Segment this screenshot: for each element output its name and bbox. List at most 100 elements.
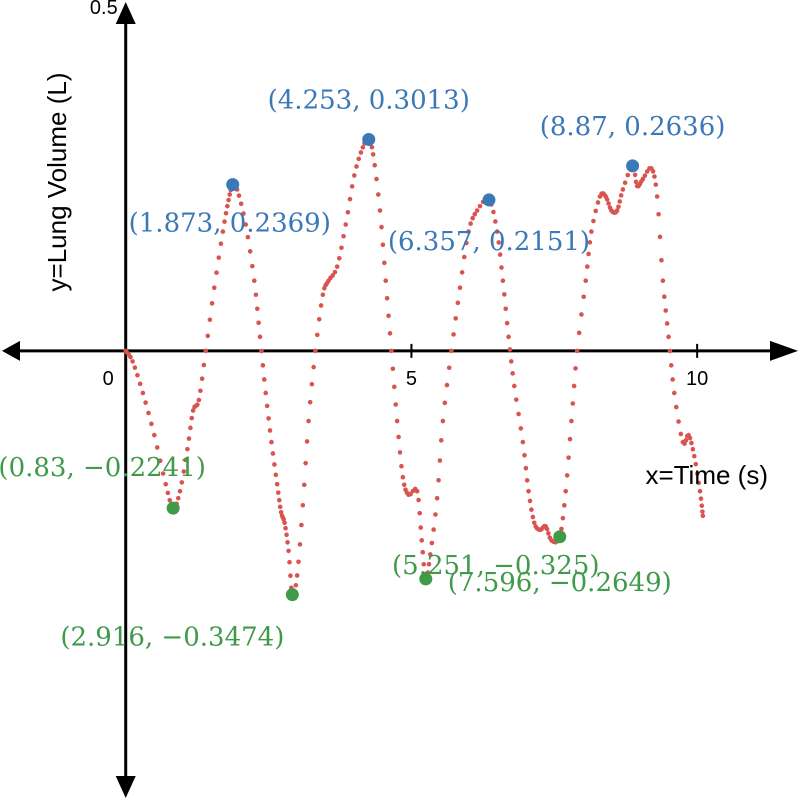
curve-point <box>431 527 436 532</box>
minimum-label: (5.251, −0.325) <box>392 551 599 581</box>
curve-point <box>255 306 260 312</box>
curve-point <box>259 348 264 354</box>
curve-point <box>579 312 584 317</box>
curve-point <box>149 421 154 427</box>
curve-point <box>203 348 209 354</box>
curve-point <box>417 510 423 516</box>
curve-point <box>135 372 140 378</box>
curve-point <box>349 184 355 189</box>
curve-point <box>181 469 187 474</box>
curve-point <box>351 173 357 178</box>
curve-point <box>659 258 664 263</box>
curve-point <box>584 264 590 269</box>
curve-point <box>591 218 596 224</box>
curve-point <box>167 498 173 503</box>
curve-point <box>190 408 196 413</box>
curve-point <box>207 317 213 323</box>
curve-point <box>183 457 188 463</box>
curve-point <box>198 388 203 394</box>
curve-point <box>238 201 244 207</box>
curve-point <box>520 439 526 445</box>
curve-point <box>387 331 393 336</box>
curve-point <box>391 384 397 390</box>
curve-point <box>642 173 648 178</box>
curve-point <box>698 496 704 501</box>
curve-point <box>576 330 582 336</box>
minimum-point <box>419 572 433 586</box>
curve-point <box>474 208 480 213</box>
curve-point <box>236 193 242 198</box>
curve-point <box>464 240 469 246</box>
curve-point <box>491 209 496 215</box>
curve-point <box>318 303 324 308</box>
curve-point <box>581 294 587 300</box>
curve-point <box>676 419 681 424</box>
curve-point <box>276 497 282 503</box>
curve-point <box>690 446 696 452</box>
curve-point <box>393 402 399 407</box>
curve-point <box>511 383 517 389</box>
curve-point <box>223 210 229 216</box>
curve-point <box>477 203 483 209</box>
curve-point <box>664 321 670 326</box>
curve-point <box>274 481 280 487</box>
curve-point <box>370 152 376 157</box>
curve-point <box>334 264 340 269</box>
curve-point <box>251 278 257 284</box>
curve-point <box>195 402 200 407</box>
curve-point <box>562 503 567 508</box>
curve-point <box>503 306 509 312</box>
curve-point <box>257 334 263 340</box>
curve-point <box>494 229 500 234</box>
curve-point <box>241 211 246 216</box>
curve-point <box>595 200 601 205</box>
curve-point <box>696 480 702 486</box>
curve-point <box>461 254 467 260</box>
curve-point <box>137 381 143 387</box>
curve-point <box>339 245 344 251</box>
curve-point <box>420 549 426 555</box>
curve-point <box>438 438 444 443</box>
curve-point <box>277 504 283 510</box>
curve-point <box>507 347 513 352</box>
curve-point <box>434 495 440 501</box>
curve-point <box>330 273 335 278</box>
curve-point <box>449 348 454 354</box>
curve-point <box>446 365 452 371</box>
curve-point <box>376 192 381 197</box>
minimum-point <box>553 530 567 544</box>
curve-point <box>179 480 185 485</box>
curve-point <box>226 197 231 203</box>
curve-point <box>399 463 404 469</box>
curve-point <box>559 526 564 532</box>
curve-point <box>374 176 379 182</box>
curve-point <box>216 255 222 260</box>
curve-point <box>501 292 507 297</box>
curve-point <box>154 445 160 450</box>
curve-point <box>225 203 230 209</box>
curve-point <box>222 219 227 224</box>
y-axis-label: y=Lung Volume (L) <box>42 73 72 292</box>
curve-point <box>640 176 646 182</box>
curve-point <box>205 333 211 339</box>
curve-point <box>269 439 274 445</box>
curve-point <box>663 308 669 313</box>
curve-point <box>427 552 433 557</box>
curve-point <box>546 531 551 536</box>
curve-point <box>160 471 166 476</box>
curve-point <box>394 418 400 424</box>
curve-point <box>320 292 326 298</box>
curve-point <box>300 502 306 508</box>
curve-point <box>633 179 639 185</box>
curve-point <box>272 462 277 467</box>
curve-point <box>243 222 249 227</box>
curve-point <box>301 482 307 488</box>
curve-point <box>606 201 611 206</box>
curve-point <box>670 377 675 382</box>
curve-point <box>382 260 387 266</box>
curve-point <box>632 172 638 178</box>
curve-point <box>671 390 677 396</box>
curve-point <box>587 240 593 245</box>
